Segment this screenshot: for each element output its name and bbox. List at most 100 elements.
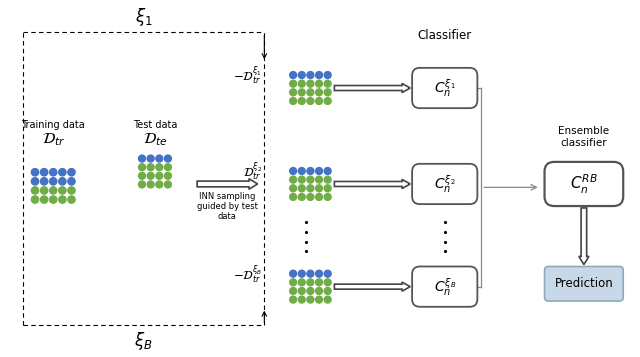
Circle shape — [290, 193, 296, 200]
Circle shape — [138, 181, 145, 188]
Text: $\mathcal{D}_{te}$: $\mathcal{D}_{te}$ — [143, 132, 167, 149]
Circle shape — [49, 196, 57, 203]
Circle shape — [147, 172, 154, 179]
Circle shape — [290, 287, 296, 295]
Text: Classifier: Classifier — [418, 29, 472, 42]
Circle shape — [298, 279, 305, 286]
Circle shape — [316, 167, 323, 175]
Polygon shape — [334, 282, 410, 291]
Circle shape — [316, 176, 323, 183]
Circle shape — [307, 296, 314, 303]
Polygon shape — [579, 208, 589, 265]
Circle shape — [31, 196, 38, 203]
Circle shape — [307, 270, 314, 277]
Circle shape — [324, 97, 331, 104]
Circle shape — [324, 89, 331, 96]
Circle shape — [307, 279, 314, 286]
Circle shape — [31, 178, 38, 185]
Circle shape — [298, 89, 305, 96]
FancyBboxPatch shape — [545, 266, 623, 301]
Circle shape — [49, 178, 57, 185]
Circle shape — [164, 181, 172, 188]
Circle shape — [298, 176, 305, 183]
Circle shape — [164, 164, 172, 171]
Text: Test data: Test data — [132, 120, 177, 130]
FancyBboxPatch shape — [412, 164, 477, 204]
Circle shape — [298, 296, 305, 303]
Circle shape — [290, 72, 296, 79]
Circle shape — [324, 176, 331, 183]
Circle shape — [324, 80, 331, 87]
Circle shape — [147, 181, 154, 188]
Circle shape — [324, 193, 331, 200]
Circle shape — [298, 167, 305, 175]
Circle shape — [49, 187, 57, 194]
Circle shape — [290, 270, 296, 277]
Circle shape — [307, 167, 314, 175]
Circle shape — [298, 287, 305, 295]
Circle shape — [138, 164, 145, 171]
Text: Training data: Training data — [21, 120, 85, 130]
Circle shape — [290, 279, 296, 286]
Circle shape — [307, 72, 314, 79]
Circle shape — [324, 167, 331, 175]
Text: $\mathcal{D}_{tr}^{\xi_2}$: $\mathcal{D}_{tr}^{\xi_2}$ — [243, 162, 262, 183]
Circle shape — [59, 187, 66, 194]
Circle shape — [324, 296, 331, 303]
Circle shape — [40, 187, 48, 194]
Circle shape — [40, 196, 48, 203]
Circle shape — [68, 169, 75, 176]
Circle shape — [316, 185, 323, 192]
Polygon shape — [334, 180, 410, 188]
Text: Prediction: Prediction — [554, 277, 613, 290]
Circle shape — [49, 169, 57, 176]
Circle shape — [59, 196, 66, 203]
Circle shape — [307, 185, 314, 192]
Circle shape — [316, 193, 323, 200]
Circle shape — [324, 270, 331, 277]
Circle shape — [164, 172, 172, 179]
Circle shape — [298, 72, 305, 79]
Circle shape — [164, 155, 172, 162]
Circle shape — [316, 296, 323, 303]
Circle shape — [156, 155, 163, 162]
Circle shape — [59, 178, 66, 185]
Circle shape — [316, 279, 323, 286]
Circle shape — [298, 185, 305, 192]
Circle shape — [147, 164, 154, 171]
Text: $C_n^{\xi_1}$: $C_n^{\xi_1}$ — [434, 77, 456, 99]
Text: INN sampling
guided by test
data: INN sampling guided by test data — [197, 192, 258, 221]
Circle shape — [298, 193, 305, 200]
Text: $\mathcal{D}_{tr}$: $\mathcal{D}_{tr}$ — [42, 132, 65, 149]
Circle shape — [290, 80, 296, 87]
Circle shape — [156, 172, 163, 179]
Polygon shape — [197, 179, 258, 189]
Circle shape — [138, 155, 145, 162]
Circle shape — [298, 97, 305, 104]
Circle shape — [290, 167, 296, 175]
Circle shape — [316, 89, 323, 96]
Circle shape — [307, 176, 314, 183]
Text: $C_n^{\xi_B}$: $C_n^{\xi_B}$ — [434, 276, 456, 298]
Text: Ensemble
classifier: Ensemble classifier — [558, 126, 609, 147]
Circle shape — [290, 176, 296, 183]
Circle shape — [68, 187, 75, 194]
FancyBboxPatch shape — [412, 68, 477, 108]
FancyBboxPatch shape — [412, 266, 477, 307]
Circle shape — [290, 185, 296, 192]
Circle shape — [307, 97, 314, 104]
Circle shape — [290, 97, 296, 104]
Circle shape — [156, 164, 163, 171]
Text: $C_n^{RB}$: $C_n^{RB}$ — [570, 172, 598, 196]
Circle shape — [307, 80, 314, 87]
Polygon shape — [334, 84, 410, 92]
Circle shape — [324, 72, 331, 79]
Text: $C_n^{\xi_2}$: $C_n^{\xi_2}$ — [434, 173, 456, 195]
Text: $\xi_1$: $\xi_1$ — [134, 6, 152, 27]
Circle shape — [316, 72, 323, 79]
Circle shape — [307, 89, 314, 96]
Circle shape — [31, 187, 38, 194]
Circle shape — [298, 270, 305, 277]
FancyBboxPatch shape — [545, 162, 623, 206]
Circle shape — [68, 178, 75, 185]
